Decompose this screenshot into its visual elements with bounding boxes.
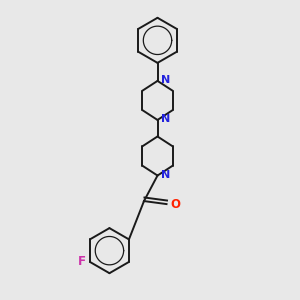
Text: F: F [78,255,86,268]
Text: O: O [170,198,180,211]
Text: N: N [161,169,171,180]
Text: N: N [161,114,171,124]
Text: N: N [161,75,171,85]
